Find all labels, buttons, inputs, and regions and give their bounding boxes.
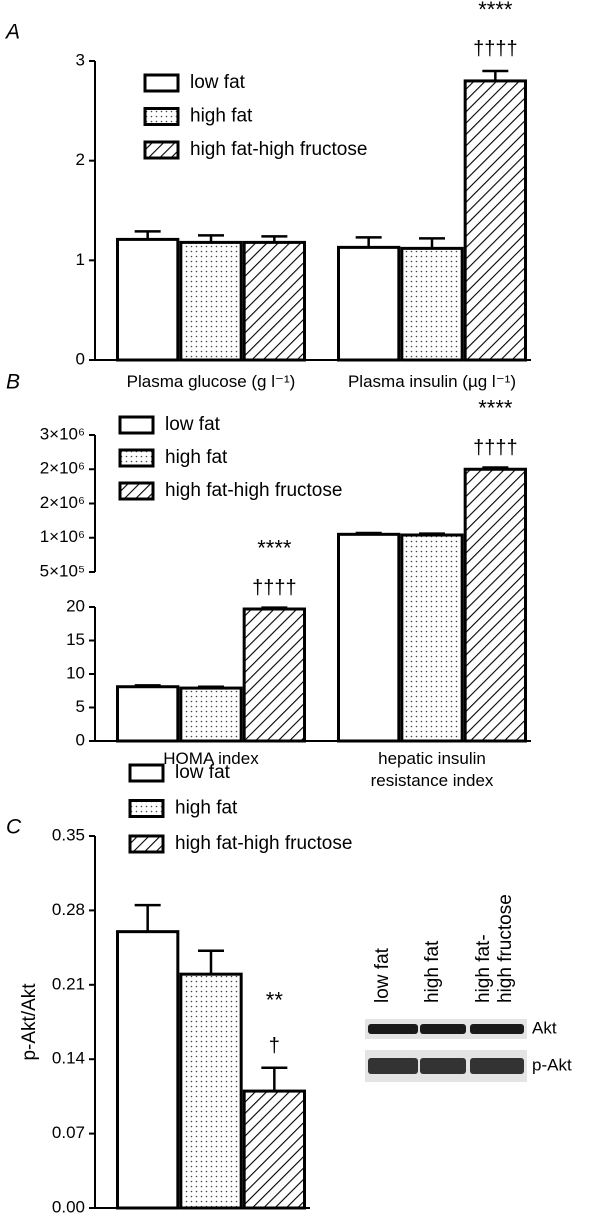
- bar: [465, 81, 525, 360]
- significance-stars: ****: [478, 0, 513, 22]
- legend-label: low fat: [190, 72, 246, 93]
- y-tick-label: 5: [76, 697, 85, 716]
- bar: [181, 242, 241, 360]
- significance-dagger: ††††: [473, 437, 518, 459]
- legend-swatch: [130, 836, 163, 852]
- y-tick-label: 0.14: [52, 1049, 85, 1068]
- y-tick-label: 1×10⁶: [40, 527, 85, 546]
- legend-label: high fat: [175, 798, 238, 819]
- bar: [339, 247, 399, 360]
- bar: [244, 609, 304, 741]
- figure: A 0 1 2 3 †††† **** low fat high fat high fat-hig…: [0, 0, 592, 1221]
- y-tick-label: 0.07: [52, 1123, 85, 1142]
- legend-swatch: [130, 801, 163, 817]
- bar: [244, 242, 304, 360]
- bar: [118, 239, 178, 360]
- bar: [181, 688, 241, 741]
- blot-band: [420, 1058, 466, 1074]
- y-tick-label: 1: [76, 250, 85, 269]
- x-tick-label: Plasma glucose (g l⁻¹): [101, 371, 321, 393]
- y-tick-label: 2×10⁶: [40, 493, 85, 512]
- y-tick-label: 0: [76, 349, 85, 368]
- y-tick-label: 0.28: [52, 900, 85, 919]
- significance-dagger: †: [269, 1035, 280, 1057]
- y-tick-label: 0.00: [52, 1197, 85, 1216]
- y-tick-label: 3×10⁶: [40, 424, 85, 443]
- band-label: p-Akt: [532, 1055, 572, 1074]
- significance-stars: **: [266, 988, 284, 1013]
- lane-label: low fat: [372, 948, 394, 1003]
- y-tick-label: 2×10⁶: [40, 459, 85, 478]
- lane-label: high fat- high fructose: [473, 894, 517, 1003]
- significance-stars: ****: [478, 395, 513, 420]
- significance-dagger: ††††: [252, 577, 297, 599]
- bar: [118, 932, 178, 1208]
- y-tick-label: 20: [66, 596, 85, 615]
- legend-swatch: [120, 450, 153, 466]
- blot-band: [368, 1058, 418, 1074]
- band-label: Akt: [532, 1018, 557, 1037]
- bar: [118, 687, 178, 741]
- blot-band: [368, 1024, 418, 1034]
- legend-swatch: [145, 75, 178, 91]
- legend-swatch: [145, 109, 178, 125]
- blot-band: [420, 1024, 466, 1034]
- legend-swatch: [120, 483, 153, 499]
- legend-label: high fat-high fructose: [190, 139, 367, 160]
- lane-label: high fat: [422, 941, 444, 1003]
- legend-swatch: [120, 417, 153, 433]
- x-tick-label: HOMA index: [101, 748, 321, 770]
- chart: A 0 1 2 3 †††† **** low fat high fat high fat-hig…: [0, 0, 592, 1221]
- legend-label: high fat: [190, 106, 253, 127]
- bar: [244, 1091, 304, 1208]
- y-tick-label: 3: [76, 50, 85, 69]
- y-tick-label: 0.35: [52, 825, 85, 844]
- y-tick-label: 10: [66, 663, 85, 682]
- bar: [465, 469, 525, 741]
- blot-band: [470, 1058, 524, 1074]
- y-tick-label: 5×10⁵: [40, 561, 85, 580]
- panel-label: C: [6, 816, 22, 839]
- panel-label: B: [6, 371, 20, 394]
- legend-swatch: [145, 142, 178, 158]
- legend-label: high fat-high fructose: [175, 833, 352, 854]
- legend-label: low fat: [165, 414, 221, 435]
- legend-label: high fat-high fructose: [165, 480, 342, 501]
- significance-stars: ****: [257, 535, 292, 560]
- significance-dagger: ††††: [473, 38, 518, 60]
- y-tick-label: 2: [76, 150, 85, 169]
- y-axis-label: p-Akt/Akt: [19, 983, 40, 1061]
- x-tick-label: Plasma insulin (µg l⁻¹): [322, 371, 542, 393]
- blot-band: [470, 1024, 524, 1034]
- bar: [402, 535, 462, 741]
- x-tick-label: hepatic insulin resistance index: [322, 748, 542, 792]
- y-tick-label: 0: [76, 730, 85, 749]
- bar: [181, 974, 241, 1208]
- panel-label: A: [4, 21, 20, 44]
- y-tick-label: 0.21: [52, 974, 85, 993]
- bar: [339, 534, 399, 741]
- bar: [402, 248, 462, 360]
- legend-label: high fat: [165, 447, 228, 468]
- y-tick-label: 15: [66, 630, 85, 649]
